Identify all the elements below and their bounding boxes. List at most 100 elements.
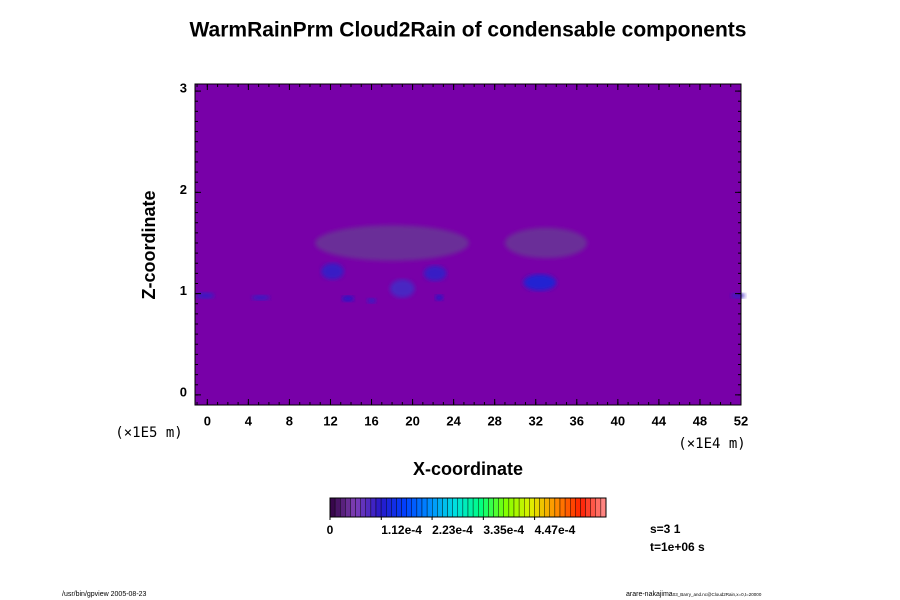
colorbar-cell [406,497,412,518]
field-feature [196,292,215,299]
colorbar-cell [590,497,596,518]
field-feature [504,227,588,259]
colorbar-cell [524,497,530,518]
field-feature [730,293,746,299]
footer-right-sub: 03_Barry_and.nc@Cloud2Rain,x=0,t=20000 [673,592,762,597]
field-feature [251,295,270,301]
x-tick-label: 12 [323,413,337,428]
chart-title: WarmRainPrm Cloud2Rain of condensable co… [190,19,747,42]
colorbar-cell [549,497,556,518]
colorbar-cell [462,497,469,518]
colorbar-cell [370,497,377,518]
colorbar-cell [478,497,484,518]
x-tick-label: 36 [570,413,584,428]
x-tick-label: 48 [693,413,707,428]
colorbar-tick-label: 4.47e-4 [535,523,576,537]
field-feature [523,274,557,291]
colorbar-cell [329,497,336,518]
colorbar-tick-label: 2.23e-4 [432,523,473,537]
y-tick-label: 2 [180,182,187,197]
colorbar-cell [432,497,438,518]
x-tick-label: 0 [204,413,211,428]
x-axis-label: X-coordinate [413,459,523,479]
y-tick-label: 0 [180,384,187,399]
colorbar-cell [447,497,453,518]
colorbar-cell [595,497,602,518]
colorbar-cell [396,497,402,518]
x-tick-label: 16 [364,413,378,428]
colorbar-cell [411,497,418,518]
colorbar-cell [360,497,366,518]
colorbar-tick-label: 0 [327,523,334,537]
colorbar-cell [544,497,550,518]
x-tick-label: 20 [405,413,419,428]
colorbar-cell [493,497,499,518]
colorbar-cell [580,497,586,518]
plot-frame [194,83,742,406]
x-tick-label: 28 [487,413,501,428]
colorbar-cell [350,497,356,518]
colorbar-cell [488,497,494,518]
colorbar-frame [329,497,607,518]
y-axis-label: Z-coordinate [139,190,159,299]
colorbar-cell [467,497,474,518]
colorbar-cell [426,497,433,518]
field-feature [390,279,415,298]
colorbar-cell [554,497,561,518]
y-tick-label: 1 [180,283,187,298]
colorbar-cell [534,497,540,518]
x-unit: (×1E4 m) [678,436,745,452]
colorbar-cell [345,497,351,518]
x-tick-label: 8 [286,413,293,428]
colorbar-cell [483,497,489,518]
footer-right: arare-nakajima03_Barry_and.nc@Cloud2Rain… [626,591,762,598]
colorbar-tick-label: 1.12e-4 [381,523,422,537]
colorbar-cell [421,497,428,518]
colorbar-cell [539,497,545,518]
note: s=3 1 [650,522,681,536]
colorbar-cell [355,497,361,518]
x-tick-label: 40 [611,413,625,428]
footer-left: /usr/bin/gpview 2005-08-23 [62,591,147,598]
colorbar-cell [457,497,464,518]
colorbar-cell [442,497,448,518]
colorbar-cell [401,497,407,518]
x-tick-label: 4 [245,413,253,428]
colorbar-cell [518,497,525,518]
field-feature [321,263,344,280]
x-tick-label: 44 [652,413,667,428]
colorbar-cell [340,497,346,518]
x-tick-label: 52 [734,413,748,428]
colorbar-cell [600,497,607,518]
colorbar-cell [529,497,535,518]
colorbar-cell [386,497,392,518]
colorbar-cell [472,497,479,518]
colorbar-cell [365,497,372,518]
field-feature [341,295,355,302]
colorbar-cell [452,497,458,518]
colorbar-cell [508,497,515,518]
colorbar-cell [585,497,591,518]
field-feature [435,294,444,301]
colorbar-cell [334,497,341,518]
colorbar-cell [513,497,520,518]
colorbar-tick-label: 3.35e-4 [483,523,524,537]
field-feature [315,225,470,261]
colorbar-cell [564,497,571,518]
y-tick-label: 3 [180,81,187,96]
colorbar-cell [570,497,576,518]
note: t=1e+06 s [650,540,705,554]
colorbar-cell [575,497,581,518]
field-feature [423,265,447,281]
footer-right-main: arare-nakajima [626,591,673,598]
colorbar-cell [416,497,423,518]
colorbar-cell [375,497,382,518]
field-feature [366,298,377,304]
colorbar-cell [380,497,387,518]
colorbar-cell [559,497,566,518]
colorbar-cell [437,497,443,518]
y-unit: (×1E5 m) [115,425,182,441]
colorbar-cell [391,497,397,518]
